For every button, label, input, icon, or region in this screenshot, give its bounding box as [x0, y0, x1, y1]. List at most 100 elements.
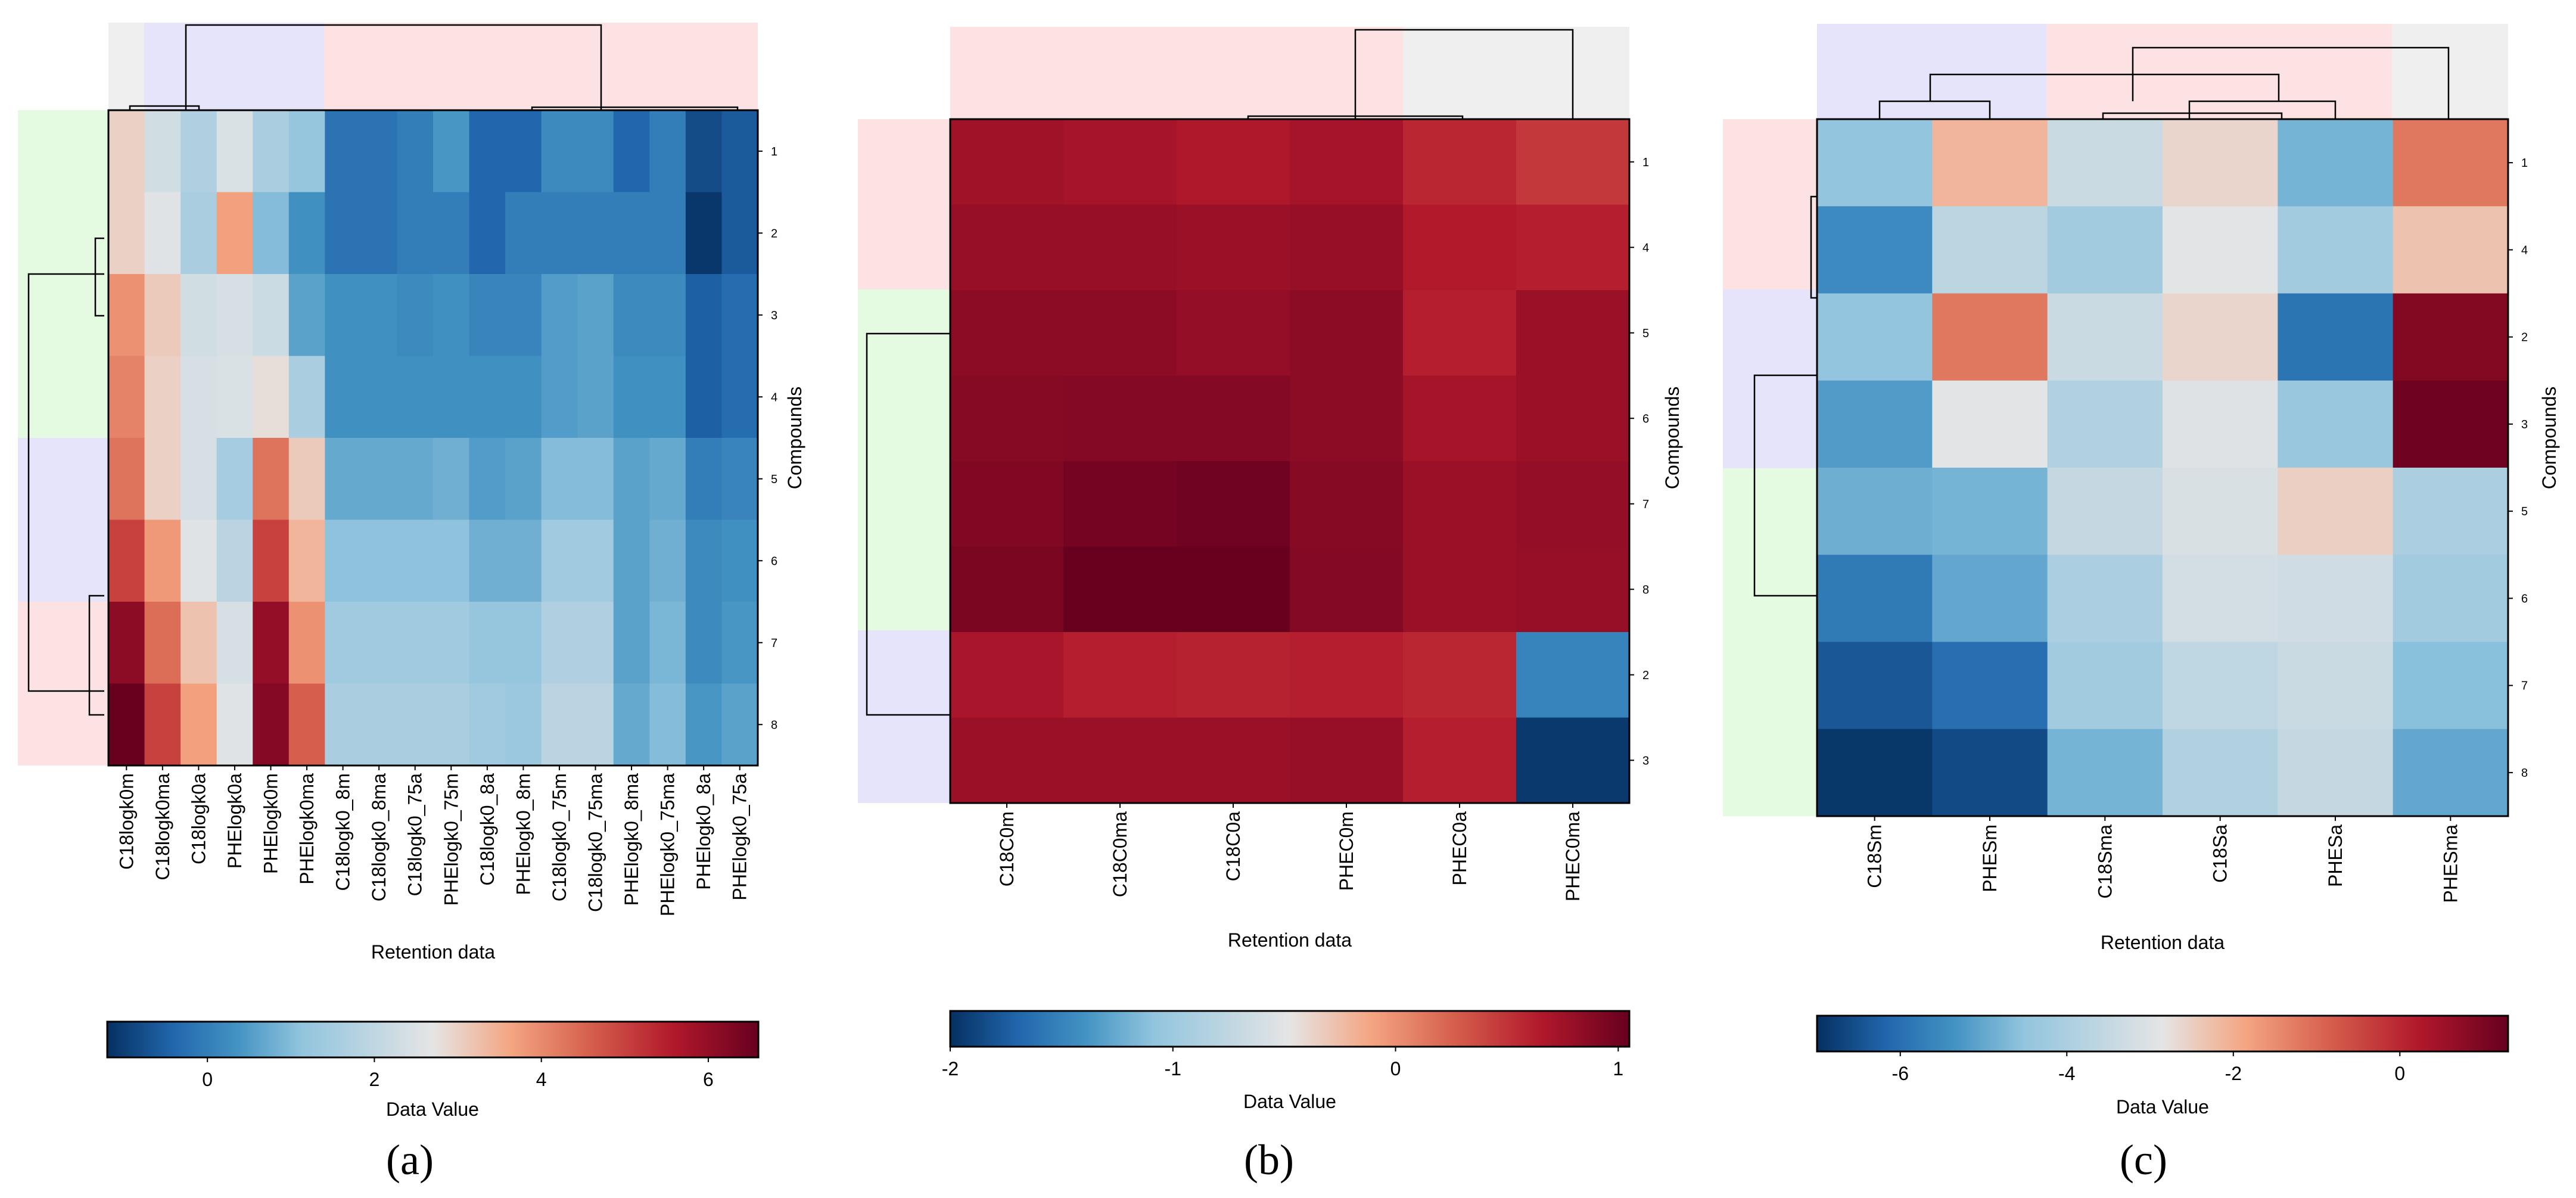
heatmap-cell	[649, 519, 686, 602]
heatmap-cell	[649, 683, 686, 766]
row-cluster-band	[858, 119, 950, 290]
heatmap-frame	[1816, 118, 2509, 817]
heatmap-cell	[2047, 206, 2163, 294]
heatmap-cell	[325, 110, 362, 193]
heatmap-cell	[613, 192, 650, 275]
row-label: 7	[1642, 498, 1649, 511]
column-label: PHElogk0_8m	[512, 773, 534, 895]
heatmap-cell	[541, 683, 578, 766]
colorbar-tick-label: 4	[536, 1069, 547, 1090]
colorbar-tick-label: -2	[2225, 1063, 2242, 1084]
heatmap-cell	[1177, 717, 1290, 804]
heatmap-cell	[721, 602, 758, 684]
column-label: C18logk0a	[188, 773, 209, 864]
heatmap-cell	[253, 110, 290, 193]
heatmap-cell	[2163, 555, 2278, 643]
heatmap-cell	[433, 602, 470, 684]
heatmap-cell	[1177, 204, 1290, 291]
colorbar-tick-label: -6	[1892, 1063, 1909, 1084]
column-cluster-band	[144, 23, 324, 110]
heatmap-frame	[949, 118, 1631, 804]
heatmap-cell	[360, 274, 398, 357]
heatmap-cell	[577, 602, 614, 684]
heatmap-cell	[108, 356, 145, 438]
heatmap-cell	[433, 192, 470, 275]
heatmap-cell	[325, 519, 362, 602]
heatmap-cell	[649, 274, 686, 357]
heatmap-cell	[721, 519, 758, 602]
row-cluster-band	[18, 602, 108, 766]
heatmap-cell	[216, 602, 253, 684]
heatmap-cell	[1403, 204, 1517, 291]
heatmap-cell	[685, 356, 723, 438]
heatmap-cell	[950, 461, 1064, 547]
heatmap-cell	[950, 632, 1064, 718]
column-label: C18Sa	[2210, 824, 2231, 883]
heatmap-cell	[1817, 468, 1933, 555]
heatmap-cell	[2047, 119, 2163, 207]
heatmap-cell	[108, 519, 145, 602]
row-label: 1	[771, 145, 777, 158]
heatmap-cell	[108, 274, 145, 357]
heatmap-cell	[1516, 375, 1630, 462]
heatmap-cell	[1817, 206, 1933, 294]
colorbar	[1816, 1015, 2509, 1053]
heatmap-cell	[433, 438, 470, 521]
heatmap-cell	[288, 683, 325, 766]
heatmap-cell	[505, 683, 542, 766]
column-label: C18C0ma	[1109, 811, 1131, 897]
colorbar-tick-label: 0	[1390, 1058, 1401, 1079]
heatmap-cell	[721, 192, 758, 275]
x-axis-label: Retention data	[1228, 929, 1352, 951]
row-label: 3	[771, 309, 777, 322]
heatmap-cell	[2047, 729, 2163, 817]
heatmap-cell	[1932, 380, 2048, 468]
column-label: PHElogk0m	[260, 773, 282, 874]
heatmap-cell	[1403, 290, 1517, 376]
heatmap-cell	[253, 602, 290, 684]
heatmap-cell	[950, 290, 1064, 376]
heatmap-cell	[253, 438, 290, 521]
heatmap-cell	[360, 192, 398, 275]
y-axis-label: Compounds	[784, 387, 805, 490]
colorbar-tick-label: 1	[1613, 1058, 1623, 1079]
heatmap-cell	[1290, 546, 1404, 633]
heatmap-cell	[1817, 119, 1933, 207]
heatmap-cell	[541, 110, 578, 193]
heatmap-cell	[2047, 293, 2163, 381]
heatmap-cell	[505, 438, 542, 521]
heatmap-cell	[541, 192, 578, 275]
heatmap-cell	[505, 519, 542, 602]
column-label: PHElogk0ma	[296, 773, 318, 885]
heatmap-cell	[469, 602, 506, 684]
heatmap-cell	[950, 375, 1064, 462]
heatmap-cell	[397, 192, 434, 275]
heatmap-cell	[1817, 642, 1933, 730]
row-label: 6	[1642, 412, 1649, 425]
x-axis-label: Retention data	[371, 941, 495, 963]
row-label: 3	[2521, 418, 2528, 431]
heatmap-cell	[360, 356, 398, 438]
column-cluster-band	[950, 27, 1403, 119]
heatmap-cell	[1403, 632, 1517, 718]
heatmap-cell	[1290, 375, 1404, 462]
heatmap-cell	[1177, 632, 1290, 718]
colorbar-label: Data Value	[1243, 1091, 1336, 1112]
colorbar-tick-label: -1	[1165, 1058, 1181, 1079]
row-label: 1	[2521, 157, 2528, 170]
heatmap-cell	[2393, 468, 2509, 555]
heatmap-cell	[2393, 729, 2509, 817]
heatmap-cell	[216, 274, 253, 357]
row-dendrogram	[866, 332, 950, 716]
heatmap-cell	[685, 602, 723, 684]
heatmap-cell	[1817, 293, 1933, 381]
heatmap-cell	[1063, 632, 1177, 718]
heatmap-cell	[577, 438, 614, 521]
heatmap-cell	[649, 192, 686, 275]
heatmap-cell	[216, 192, 253, 275]
heatmap-cell	[541, 274, 578, 357]
heatmap-cell	[325, 683, 362, 766]
heatmap-cell	[1063, 461, 1177, 547]
heatmap-cell	[950, 717, 1064, 804]
column-label: C18logk0ma	[152, 773, 173, 880]
